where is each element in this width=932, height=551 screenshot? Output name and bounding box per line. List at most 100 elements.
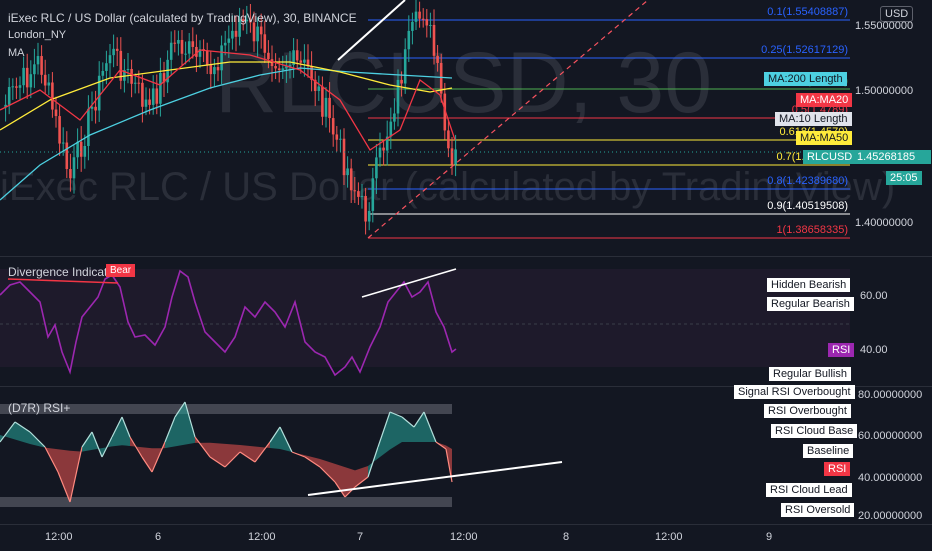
candle-body (418, 11, 421, 19)
divergence-title[interactable]: Divergence Indicat (8, 265, 108, 279)
divergence-rsi-line (0, 269, 457, 377)
rsi-line-segment (29, 431, 46, 448)
candle-body (328, 97, 331, 119)
ma10-label: MA:10 Length (775, 112, 852, 126)
candle-body (223, 42, 227, 46)
candle-body (357, 191, 360, 197)
candle-body (162, 73, 166, 83)
candle-body (123, 69, 126, 81)
candle-body (87, 108, 90, 146)
candle-body (292, 50, 295, 65)
rsi-line-segment (334, 481, 346, 498)
last-price-tag: 1.45268185 (853, 150, 931, 164)
axis-tick: 1.50000000 (855, 85, 914, 97)
cloud-segment (390, 412, 402, 450)
candle-body (126, 68, 130, 70)
candle-body (29, 74, 33, 88)
cloud-segment (142, 447, 152, 472)
candle-body (342, 138, 346, 176)
candle-body (184, 53, 187, 55)
candle-body (389, 121, 393, 137)
rsi-plus-chart[interactable] (0, 387, 932, 523)
cloud-segment (402, 417, 414, 442)
candle-body (213, 67, 216, 75)
candle-body (436, 55, 439, 63)
candle-body (205, 50, 209, 65)
ma200-label: MA:200 Length (764, 72, 847, 86)
symbol-tag: RLCUSD (803, 150, 857, 164)
candle-body (403, 49, 407, 84)
axis-tick: 40.00000000 (858, 472, 923, 484)
cloud-segment (122, 417, 130, 446)
cloud-segment (82, 432, 92, 452)
candle-body (137, 82, 141, 84)
rsi-line-segment (389, 411, 403, 418)
candle-body (72, 157, 76, 179)
cloud-segment (112, 417, 122, 447)
rsi-line-segment (0, 421, 16, 443)
candle-body (241, 19, 245, 22)
cloud-segment (175, 402, 185, 447)
candle-body (450, 148, 454, 165)
time-axis-label: 12:00 (450, 531, 478, 543)
user-trendline[interactable] (361, 268, 457, 298)
candle-body (173, 42, 177, 44)
cloud-segment (225, 443, 240, 467)
fib-trendline[interactable] (367, 0, 649, 239)
rsi-line-segment (269, 426, 281, 443)
candle-body (263, 34, 267, 53)
fib-level-label: 0.1(1.55408887) (767, 6, 848, 18)
candle-body (353, 190, 357, 192)
axis-tick: 60.00 (860, 290, 888, 302)
rsi-plus-pane[interactable]: (D7R) RSI+ Signal RSI Overbought RSI Over… (0, 385, 932, 523)
time-axis-label: 12:00 (248, 531, 276, 543)
candle-body (105, 63, 108, 71)
rsi-line-segment (164, 416, 176, 443)
candle-body (11, 86, 15, 88)
candle-body (425, 19, 429, 26)
candle-body (187, 41, 191, 54)
time-axis[interactable]: 12:00 6 12:00 7 12:00 8 12:00 9 (0, 524, 932, 551)
time-axis-label: 12:00 (45, 531, 73, 543)
candle-body (54, 109, 58, 117)
axis-tick: 20.00000000 (858, 510, 923, 522)
trendline-drawing[interactable] (337, 0, 406, 61)
rsi-line-segment (377, 411, 391, 448)
currency-button[interactable]: USD (880, 6, 914, 22)
candle-body (249, 19, 252, 23)
fib-level-label: 0.9(1.40519508) (767, 200, 848, 212)
regular-bullish-label: Regular Bullish (769, 367, 851, 381)
candle-body (101, 70, 105, 76)
candle-body (58, 116, 61, 144)
rsi-line-segment (111, 416, 123, 438)
session-label[interactable]: London_NY (8, 29, 67, 41)
rsi-line-segment (184, 401, 196, 438)
candle-body (209, 64, 213, 75)
time-axis-label: 6 (155, 531, 162, 543)
candle-body (61, 142, 65, 144)
rsi-line-segment (121, 416, 131, 438)
rsi-plus-label: RSI Cloud Lead (766, 483, 852, 497)
candle-body (231, 30, 234, 39)
candle-body (25, 67, 29, 88)
price-chart[interactable]: RLCUSD, 30 iExec RLC / US Dollar (calcul… (0, 0, 932, 255)
user-trendline[interactable] (307, 461, 563, 496)
candle-body (227, 38, 231, 43)
bear-divergence-line (7, 278, 119, 284)
regular-bearish-label: Regular Bearish (767, 297, 854, 311)
candle-body (382, 147, 385, 151)
divergence-chart[interactable] (0, 257, 932, 385)
main-chart-pane[interactable]: RLCUSD, 30 iExec RLC / US Dollar (calcul… (0, 0, 932, 255)
rsi-line-segment (367, 446, 379, 478)
divergence-pane[interactable]: Divergence Indicat Bear Hidden Bearish R… (0, 256, 932, 385)
ma-indicator-label[interactable]: MA (8, 47, 25, 59)
time-axis-label: 8 (563, 531, 570, 543)
rsi-line-segment (194, 436, 211, 458)
cloud-segment (270, 427, 280, 449)
rsi-plus-title[interactable]: (D7R) RSI+ (8, 401, 71, 415)
axis-tick: 80.00000000 (858, 389, 923, 401)
candle-body (119, 50, 123, 81)
candle-body (97, 75, 101, 111)
candle-body (169, 42, 173, 60)
rsi-line-segment (101, 436, 113, 458)
